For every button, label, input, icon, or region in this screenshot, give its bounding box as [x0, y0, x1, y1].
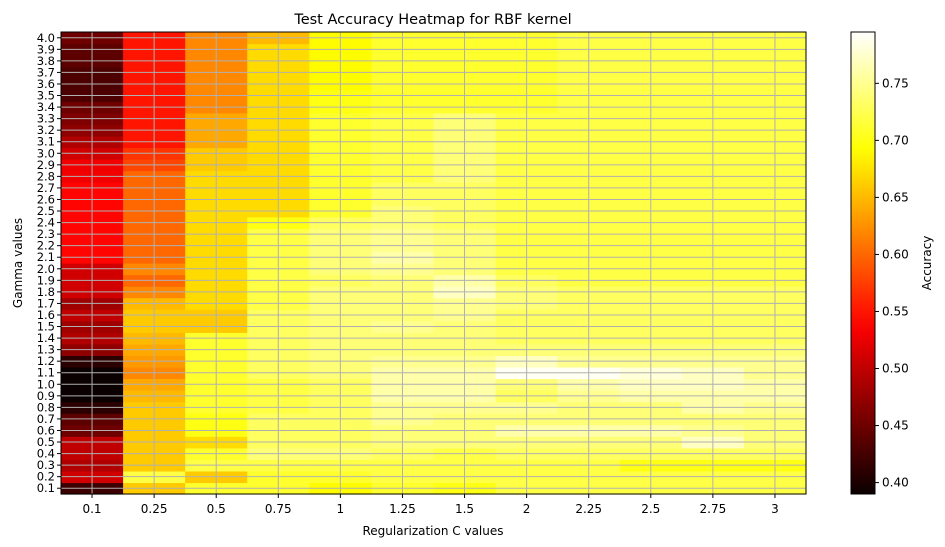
y-axis-label: Gamma values: [11, 218, 25, 308]
y-tick-label: 0.4: [37, 447, 55, 461]
y-tick-label: 2.1: [37, 250, 55, 264]
x-tick-label: 1.25: [389, 502, 416, 516]
y-tick-label: 1.8: [37, 285, 55, 299]
colorbar-ticks: 0.40 0.45 0.50 0.55 0.60 0.65 0.70 0.75: [875, 76, 909, 490]
y-tick-label: 2.7: [37, 181, 55, 195]
y-tick-label: 3.6: [37, 77, 55, 91]
colorbar-tick-label: 0.45: [882, 419, 909, 433]
y-tick-label: 1.2: [37, 354, 55, 368]
y-tick-label: 0.8: [37, 400, 55, 414]
y-tick-label: 3.5: [37, 89, 55, 103]
x-tick-label: 0.75: [265, 502, 292, 516]
y-tick-label: 2.6: [37, 192, 55, 206]
colorbar-tick-label: 0.75: [882, 76, 909, 90]
x-tick-label: 3: [771, 502, 779, 516]
chart-title: Test Accuracy Heatmap for RBF kernel: [293, 12, 571, 28]
grid-lines: [61, 32, 806, 494]
y-tick-label: 2.8: [37, 169, 55, 183]
y-tick-label: 3.1: [37, 135, 55, 149]
x-tick-label: 2.25: [575, 502, 602, 516]
colorbar-tick-label: 0.50: [882, 362, 909, 376]
y-tick-label: 3.4: [37, 100, 55, 114]
y-tick-label: 0.1: [37, 481, 55, 495]
y-tick-label: 1.3: [37, 343, 55, 357]
y-tick-label: 2.5: [37, 204, 55, 218]
x-tick-label: 2: [523, 502, 531, 516]
plot-frame: [60, 31, 807, 495]
y-tick-label: 1.4: [37, 331, 55, 345]
y-tick-label: 3.2: [37, 123, 55, 137]
colorbar-tick-label: 0.65: [882, 190, 909, 204]
heatmap-cells: [61, 32, 807, 495]
y-tick-label: 1.6: [37, 308, 55, 322]
colorbar-label: Accuracy: [920, 236, 934, 291]
y-tick-label: 2.4: [37, 216, 55, 230]
x-tick-label: 0.5: [207, 502, 226, 516]
y-tick-label: 3.8: [37, 54, 55, 68]
y-tick-label: 3.3: [37, 112, 55, 126]
y-tick-label: 2.0: [37, 262, 55, 276]
y-tick-label: 2.3: [37, 227, 55, 241]
x-tick-label: 2.5: [641, 502, 660, 516]
y-tick-label: 1.1: [37, 366, 55, 380]
x-axis-ticks: 0.1 0.25 0.5 0.75 1 1.25 1.5 2 2.25 2.5 2.75 3: [82, 494, 779, 516]
y-tick-label: 0.7: [37, 412, 55, 426]
x-tick-label: 2.75: [700, 502, 727, 516]
colorbar-tick-label: 0.55: [882, 304, 909, 318]
y-tick-label: 0.6: [37, 423, 55, 437]
y-tick-label: 1.5: [37, 320, 55, 334]
y-tick-label: 0.9: [37, 389, 55, 403]
colorbar: [850, 31, 876, 495]
x-axis-label: Regularization C values: [362, 524, 503, 538]
y-tick-label: 2.2: [37, 239, 55, 253]
y-axis-ticks: 0.10.20.30.40.50.60.70.80.91.01.11.21.31…: [37, 31, 61, 495]
y-tick-label: 3.9: [37, 42, 55, 56]
colorbar-tick-label: 0.70: [882, 133, 909, 147]
x-tick-label: 1: [337, 502, 345, 516]
y-tick-label: 0.2: [37, 470, 55, 484]
y-tick-label: 0.5: [37, 435, 55, 449]
y-tick-label: 1.0: [37, 377, 55, 391]
x-tick-label: 1.5: [455, 502, 474, 516]
y-tick-label: 1.9: [37, 273, 55, 287]
colorbar-tick-label: 0.40: [882, 476, 909, 490]
x-tick-label: 0.1: [82, 502, 101, 516]
colorbar-tick-label: 0.60: [882, 247, 909, 261]
y-tick-label: 4.0: [37, 31, 55, 45]
y-tick-label: 2.9: [37, 158, 55, 172]
x-tick-label: 0.25: [141, 502, 168, 516]
y-tick-label: 0.3: [37, 458, 55, 472]
y-tick-label: 3.7: [37, 65, 55, 79]
y-tick-label: 3.0: [37, 146, 55, 160]
y-tick-label: 1.7: [37, 296, 55, 310]
